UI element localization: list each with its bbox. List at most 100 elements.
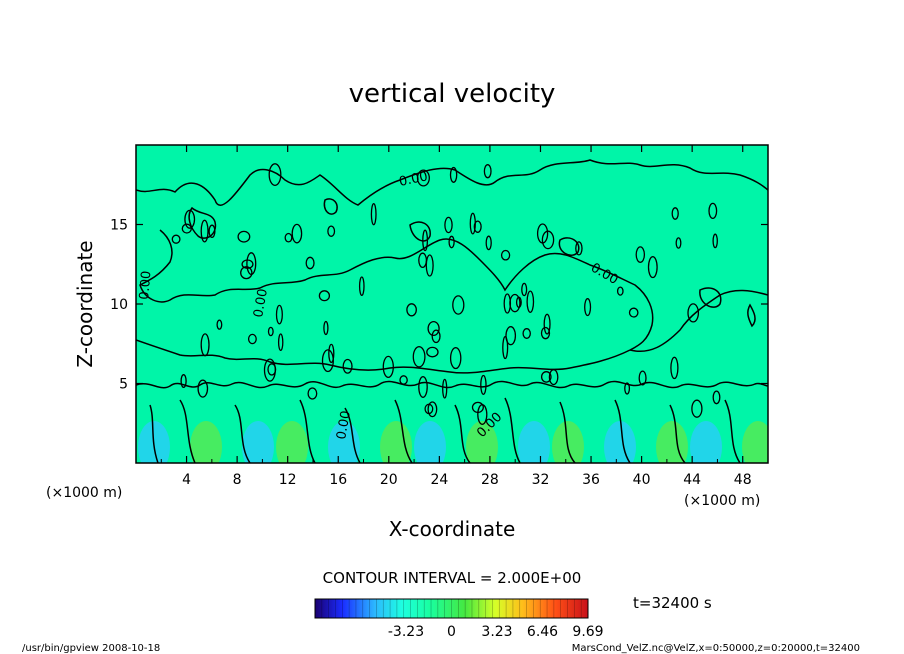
contour-label: 0.00: [334, 410, 354, 441]
contour-line: [559, 401, 576, 463]
contour-blob: [200, 333, 210, 357]
x-tick-label: 28: [481, 472, 499, 488]
contour-blob: [399, 375, 408, 385]
contour-blob: [358, 276, 365, 297]
contour-blob: [616, 286, 624, 296]
contour-blob: [647, 256, 658, 279]
field-blob: [518, 421, 550, 463]
contour-line: [179, 399, 196, 463]
contour-blob: [328, 343, 335, 364]
contour-blob: [216, 319, 223, 330]
field-blob: [242, 421, 274, 463]
contour-line: [614, 399, 631, 463]
contour-blob: [638, 370, 647, 386]
contour-blob: [406, 303, 417, 317]
contour-label: 0.00: [251, 288, 271, 319]
contour-line: [136, 380, 768, 389]
x-axis-unit-right: (×1000 m): [684, 493, 760, 509]
contour-line: [299, 399, 316, 463]
contour-blob: [424, 403, 434, 415]
contour-label: 0.00: [137, 270, 154, 300]
contour-blob: [200, 219, 209, 243]
contour-blob: [237, 230, 251, 243]
x-tick-label: 4: [182, 472, 191, 488]
contour-blob: [416, 169, 430, 187]
contour-blob: [426, 346, 439, 358]
y-axis-ticks: 5 10 15: [110, 218, 768, 393]
colorbar-tick-label: -3.23: [388, 624, 424, 640]
colorbar-ticks: -3.23 0 3.23 6.46 9.69: [388, 624, 604, 640]
contour-blob: [536, 223, 549, 244]
contour-blob: [671, 207, 679, 220]
contour-blob: [431, 329, 441, 344]
contour-blob: [480, 374, 487, 395]
contour-blob: [370, 203, 377, 226]
contour-blob: [263, 358, 276, 382]
contour-blob: [543, 313, 551, 335]
field-blob: [656, 421, 688, 463]
chart-title: vertical velocity: [349, 79, 556, 109]
x-tick-label: 44: [683, 472, 701, 488]
x-tick-label: 32: [532, 472, 550, 488]
x-tick-label: 20: [380, 472, 398, 488]
contour-line: [699, 287, 722, 308]
contour-line: [558, 237, 580, 256]
x-tick-label: 24: [430, 472, 448, 488]
field-blobs: [138, 421, 768, 463]
contour-line: [669, 404, 686, 463]
colorbar-gradient: [314, 598, 589, 619]
contour-blob: [483, 164, 492, 179]
contour-line: [724, 399, 741, 463]
contour-label: 0.00: [398, 169, 429, 190]
contour-blob: [540, 326, 551, 340]
contour-line: [409, 221, 431, 242]
x-axis-unit-left: (×1000 m): [46, 485, 122, 501]
contour-blob: [277, 333, 284, 352]
y-axis-label: Z-coordinate: [73, 240, 97, 367]
field-blob: [742, 421, 768, 463]
field-blob: [552, 421, 584, 463]
contour-blob: [548, 369, 559, 386]
y-tick-label: 5: [119, 377, 128, 393]
contour-blob: [452, 295, 465, 315]
contour-line: [234, 404, 251, 463]
contour-blob: [181, 223, 192, 234]
colorbar-tick-label: 6.46: [527, 624, 558, 640]
contour-line: [323, 198, 338, 215]
contour-blob: [540, 371, 552, 383]
contour-line: [136, 339, 631, 374]
contour-blob: [327, 225, 336, 237]
y-tick-label: 15: [110, 218, 128, 234]
contour-blob: [635, 246, 646, 263]
contour-blob: [382, 355, 394, 379]
contour-blob: [687, 303, 700, 323]
contour-blob: [712, 233, 718, 249]
contour-blob: [448, 235, 455, 249]
contour-blob: [624, 382, 631, 395]
x-axis-ticks: 4 8 12 16 20 24 28 32 36 40 44 48: [160, 145, 752, 488]
colorbar-tick-label: 0: [447, 624, 456, 640]
contour-blob: [442, 378, 448, 399]
field-blob: [690, 421, 722, 463]
contour-blob: [515, 296, 522, 308]
contour-blob: [427, 401, 438, 418]
x-tick-label: 16: [329, 472, 347, 488]
contour-blob: [291, 223, 303, 244]
contour-interval: CONTOUR INTERVAL = 2.000E+00: [323, 569, 582, 587]
contour-blob: [412, 346, 426, 368]
colorbar: -3.23 0 3.23 6.46 9.69: [314, 598, 604, 640]
contour-blob: [708, 202, 718, 220]
x-tick-label: 36: [582, 472, 600, 488]
contour-blob: [691, 399, 703, 418]
contour-blob: [342, 358, 353, 374]
contour-blob: [284, 232, 293, 243]
contour-blob: [246, 252, 257, 276]
colorbar-dividers: [321, 599, 582, 618]
contour-blob: [268, 163, 282, 187]
contour-line: [454, 404, 471, 463]
contour-blob: [267, 326, 274, 337]
field-blob: [276, 421, 308, 463]
contour-blob: [473, 220, 482, 233]
contour-blob: [247, 333, 257, 345]
